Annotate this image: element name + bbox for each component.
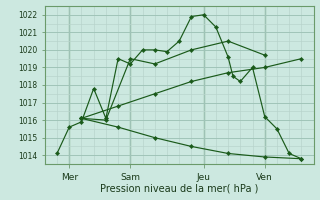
X-axis label: Pression niveau de la mer( hPa ): Pression niveau de la mer( hPa ) bbox=[100, 183, 258, 193]
